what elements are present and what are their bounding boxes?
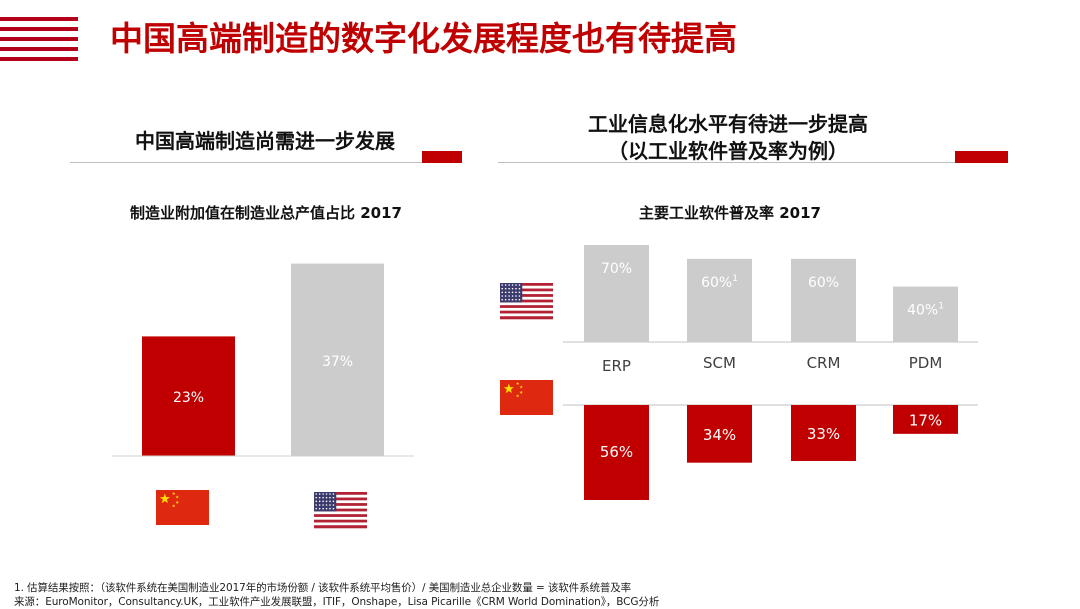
bar-china: [142, 336, 235, 456]
china-bar-pdm: [893, 405, 958, 434]
bar-value-label-china: 23%: [173, 390, 204, 406]
bar-usa: [291, 263, 384, 456]
left-section-divider: [70, 162, 462, 163]
right-section-red-tab: [955, 151, 1008, 163]
right-bar-chart: 70% ERP 56% 60%1 SCM 34% 60% CRM 33% 40%1 PDM 17%: [500, 245, 978, 500]
china-bar-crm: [791, 405, 856, 461]
right-section-divider: [498, 162, 1008, 163]
us-flag-icon: [500, 283, 553, 320]
us-bar-scm: [687, 258, 752, 342]
china-flag-icon: [500, 380, 553, 415]
category-label-crm: CRM: [807, 354, 841, 372]
us-bar-label-scm: 60%1: [701, 274, 738, 291]
china-bar-erp: [584, 405, 649, 500]
category-label-scm: SCM: [703, 354, 736, 372]
right-chart-title: 主要工业软件普及率 2017: [639, 204, 821, 222]
left-section-red-tab: [422, 151, 462, 163]
footnote-source-line: 来源：EuroMonitor，Consultancy.UK，工业软件产业发展联盟…: [14, 596, 660, 608]
left-chart-title: 制造业附加值在制造业总产值占比 2017: [130, 204, 402, 222]
china-bar-label-erp: 56%: [600, 443, 633, 461]
category-label-erp: ERP: [602, 357, 631, 375]
china-bar-label-scm: 34%: [703, 426, 736, 444]
china-bar-scm: [687, 405, 752, 463]
china-bar-label-pdm: 17%: [909, 411, 942, 429]
right-section-title-line2: （以工业软件普及率为例）: [608, 139, 848, 163]
us-bar-erp: [584, 245, 649, 342]
us-bar-label-crm: 60%: [808, 275, 839, 291]
china-flag-icon: [156, 490, 209, 525]
right-section-title-line1: 工业信息化水平有待进一步提高: [588, 112, 868, 136]
category-label-pdm: PDM: [909, 354, 943, 372]
footnote-line-1: 1. 估算结果按照：（该软件系统在美国制造业2017年的市场份额 / 该软件系统…: [14, 582, 632, 594]
us-flag-icon: [314, 492, 367, 529]
china-bar-label-crm: 33%: [807, 425, 840, 443]
us-bar-label-pdm: 40%1: [907, 302, 944, 319]
us-bar-crm: [791, 258, 856, 342]
bar-value-label-usa: 37%: [322, 354, 353, 370]
left-section-title: 中国高端制造尚需进一步发展: [135, 129, 395, 153]
page-title: 中国高端制造的数字化发展程度也有待提高: [110, 19, 737, 58]
us-bar-label-erp: 70%: [601, 261, 632, 277]
us-bar-pdm: [893, 286, 958, 342]
left-bar-chart: 23% 37%: [112, 263, 414, 529]
